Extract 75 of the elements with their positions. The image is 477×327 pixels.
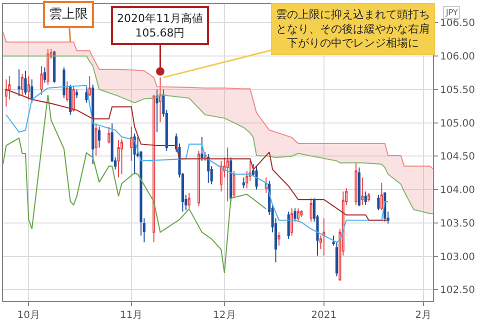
candlestick xyxy=(18,68,20,97)
candlestick xyxy=(364,191,367,206)
candlestick xyxy=(66,80,68,102)
candlestick xyxy=(72,86,75,112)
candlestick xyxy=(338,228,342,282)
candlestick xyxy=(246,170,248,189)
candlestick xyxy=(226,146,229,202)
candlestick xyxy=(27,76,30,100)
candlestick xyxy=(8,76,11,100)
candlestick xyxy=(345,188,348,206)
candlestick xyxy=(76,88,78,99)
candlestick xyxy=(120,138,124,175)
candlestick xyxy=(188,192,190,209)
candlestick xyxy=(40,66,43,96)
candlestick xyxy=(98,126,101,148)
y-tick-label: 104.50 xyxy=(440,152,475,163)
x-tick-label: 2021 xyxy=(311,310,337,321)
candlestick xyxy=(85,86,88,104)
annotation: 2020年11月高値 105.68円 xyxy=(117,12,203,40)
y-tick-label: 106.00 xyxy=(440,52,475,63)
x-tick-label: 12月 xyxy=(213,310,236,321)
candlestick xyxy=(4,78,8,108)
line-series xyxy=(6,88,389,221)
candlestick xyxy=(377,194,380,211)
candlestick xyxy=(368,192,370,202)
candlestick xyxy=(43,66,46,84)
x-tick-label: 2月 xyxy=(415,310,432,321)
candlestick xyxy=(30,78,34,104)
candlestick xyxy=(287,211,290,240)
candlestick xyxy=(92,84,94,165)
annotation: 雲の上限に抑え込まれて頭打ちとなり、その後は緩やかな右肩下がりの中でレンジ相場に xyxy=(276,8,430,50)
candlestick xyxy=(62,66,66,99)
candlestick xyxy=(232,170,236,199)
candlestick xyxy=(255,166,258,190)
candlestick xyxy=(361,177,364,206)
line-series xyxy=(3,94,267,274)
candlestick xyxy=(294,208,296,222)
candlestick xyxy=(133,132,136,175)
candlestick xyxy=(200,136,204,162)
candlestick xyxy=(290,208,294,236)
candlestick xyxy=(230,157,232,202)
candlestick xyxy=(358,167,360,207)
candlestick xyxy=(220,160,222,192)
candlestick xyxy=(296,208,300,222)
y-tick-label: 106.50 xyxy=(440,18,475,30)
y-tick-label: 102.50 xyxy=(440,285,475,296)
candlestick xyxy=(20,74,24,96)
candlestick xyxy=(108,126,110,144)
candlestick xyxy=(354,162,358,206)
x-tick-label: 11月 xyxy=(120,310,143,321)
candlestick xyxy=(197,150,200,207)
candlestick xyxy=(342,191,344,256)
candlestick xyxy=(380,182,383,211)
candlestick xyxy=(300,210,303,218)
x-tick-label: 10月 xyxy=(17,310,40,321)
y-tick-label: 104.00 xyxy=(440,185,475,196)
candlestick xyxy=(207,154,210,184)
candlestick xyxy=(94,122,98,156)
y-tick-label: 103.50 xyxy=(440,218,475,230)
candlestick xyxy=(322,218,326,256)
candlestick xyxy=(130,126,133,162)
candlestick xyxy=(69,84,72,116)
y-axis-title: JPY xyxy=(445,8,458,17)
candlestick xyxy=(88,76,91,97)
candlestick xyxy=(310,198,312,222)
candlestick xyxy=(319,235,322,250)
annotation: 雲上限 xyxy=(49,7,88,22)
candlestick xyxy=(117,140,120,178)
y-tick-label: 105.00 xyxy=(440,118,475,130)
line-series xyxy=(6,84,389,243)
candlestick xyxy=(24,70,27,96)
y-tick-label: 103.00 xyxy=(440,252,475,263)
candlestick xyxy=(242,177,245,189)
y-tick-label: 105.50 xyxy=(440,84,475,96)
candlestick xyxy=(278,232,280,246)
